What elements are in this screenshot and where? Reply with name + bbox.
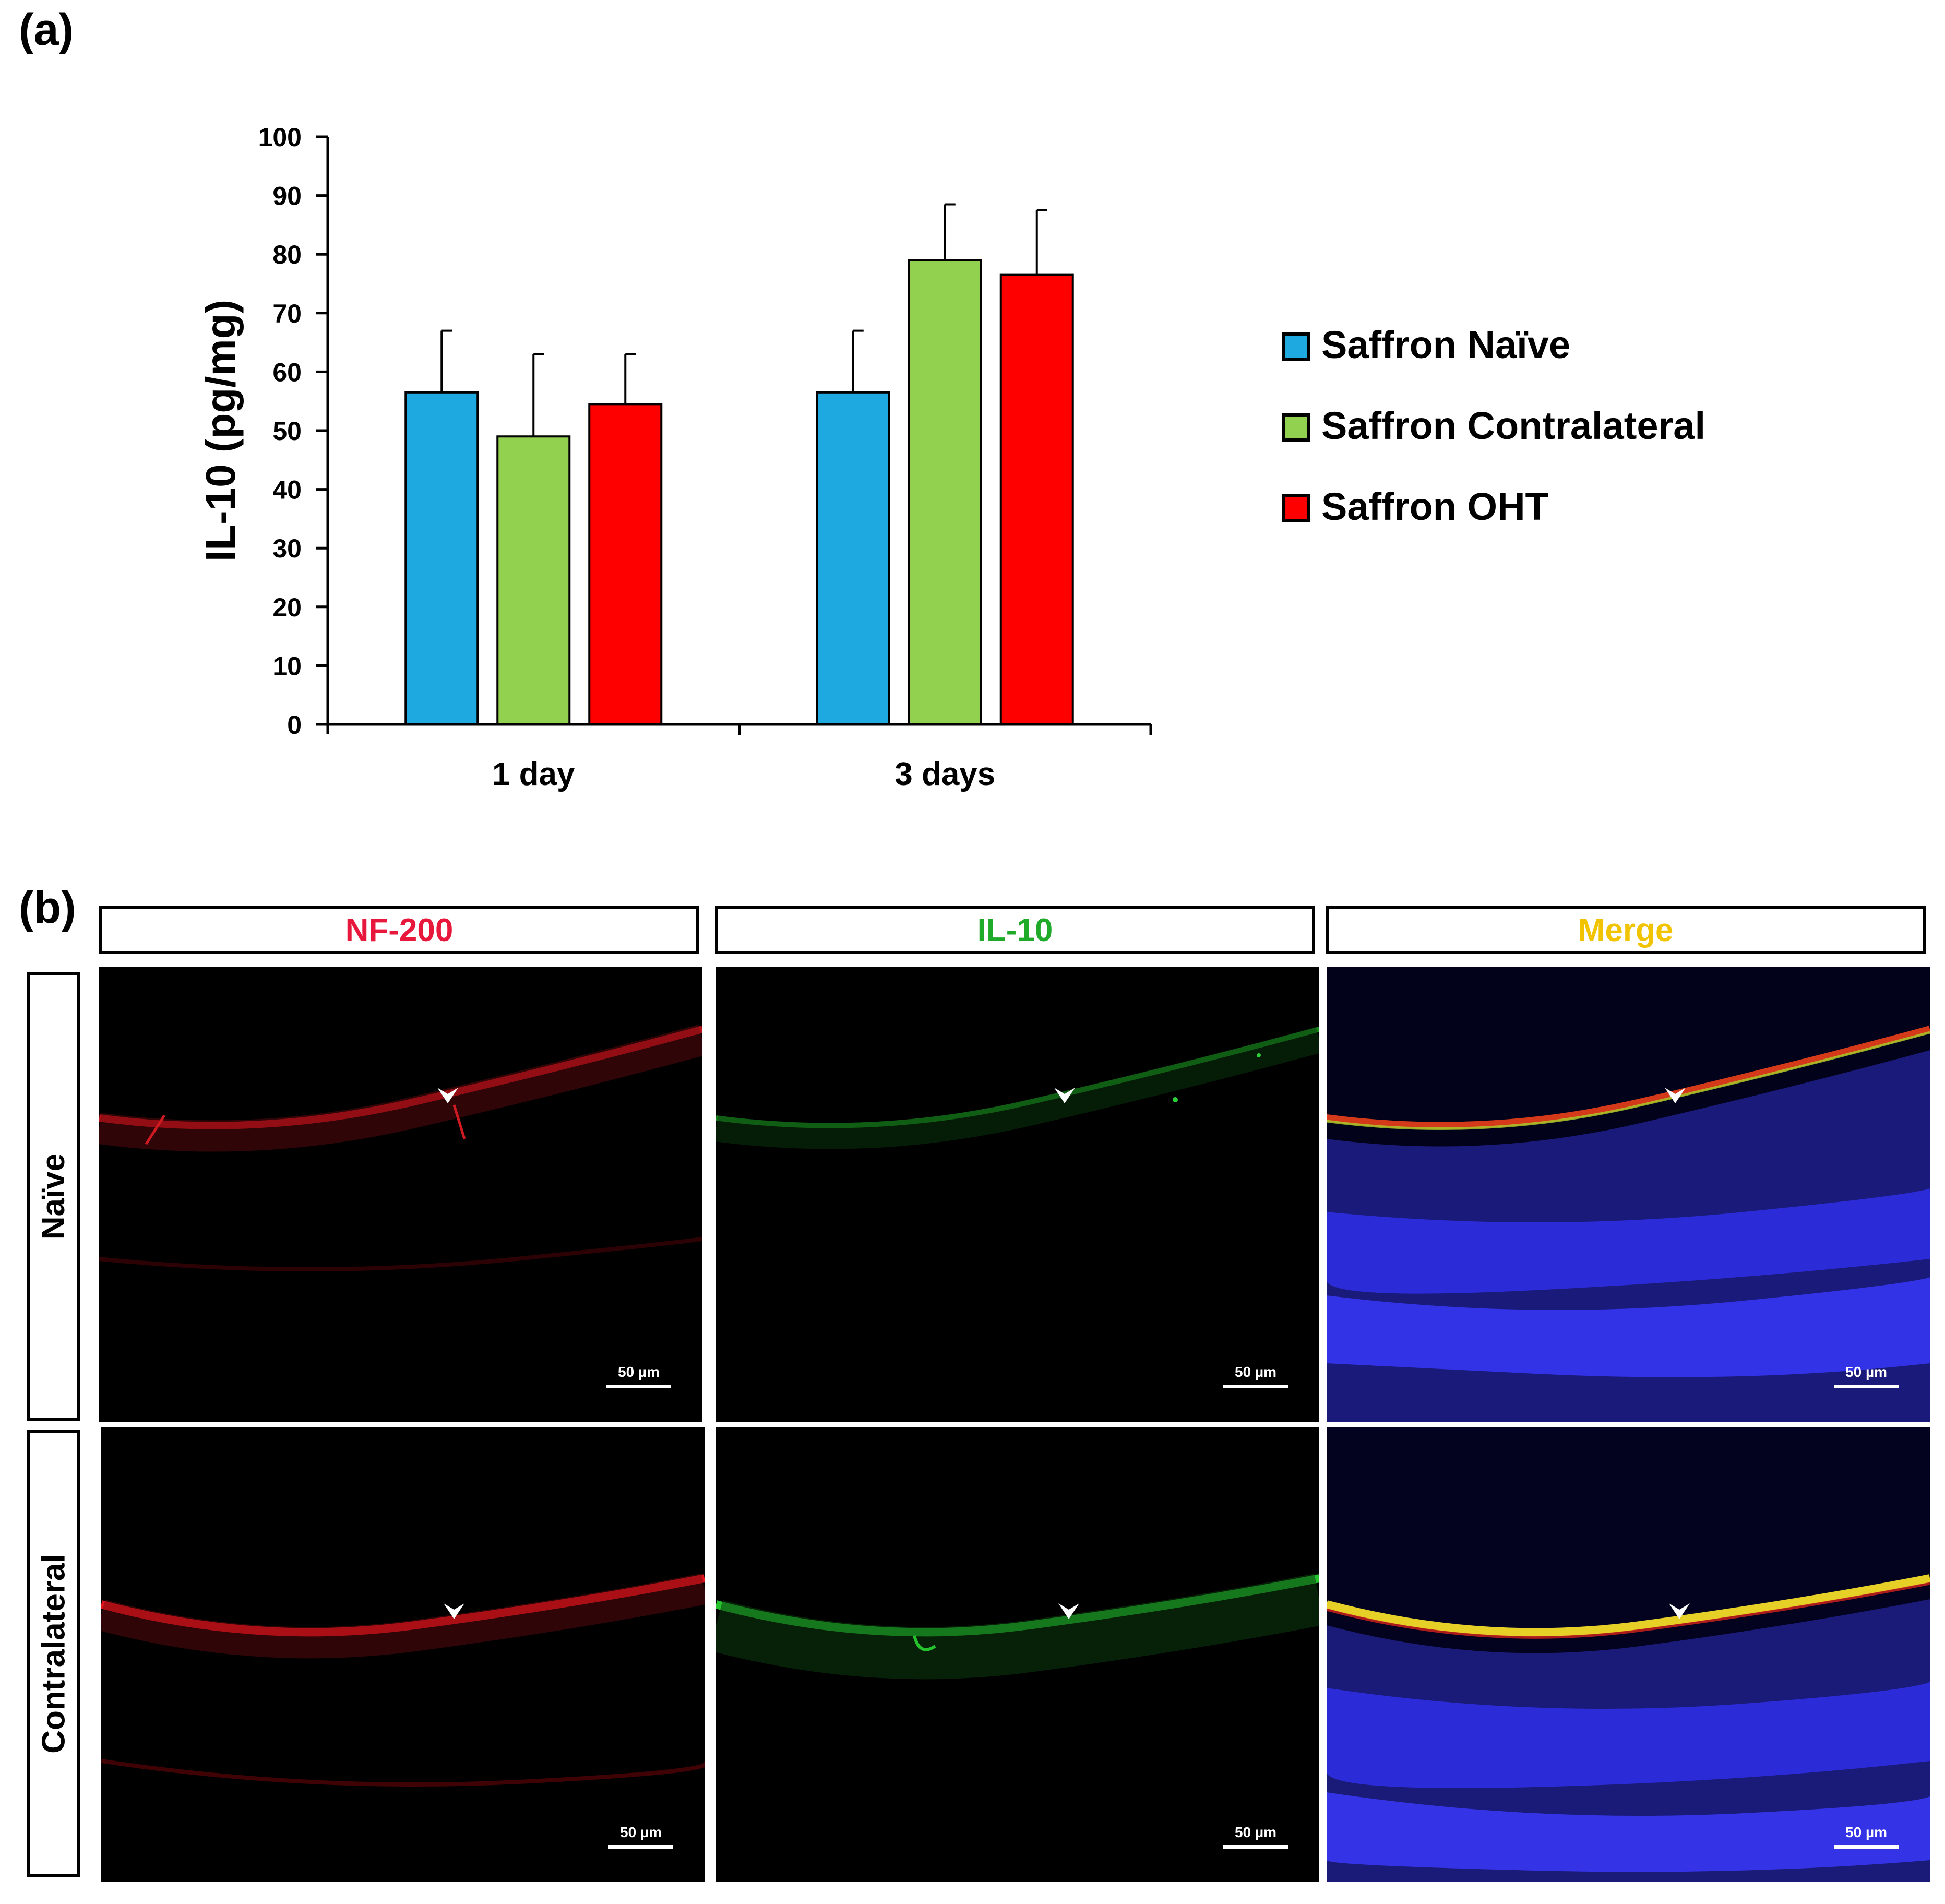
arrowhead-icon	[1669, 1603, 1690, 1619]
scale-bar-label: 50 µm	[620, 1824, 662, 1840]
y-tick-label: 60	[272, 358, 302, 387]
micrograph-naive-nf200: 50 µm	[99, 967, 702, 1422]
column-header-nf200-label: NF-200	[345, 912, 454, 948]
arrowhead-icon	[1054, 1088, 1075, 1103]
row-label-naive: Naïve	[27, 972, 80, 1421]
micrograph-naive-il10-image	[716, 1027, 1319, 1149]
arrowhead-icon	[444, 1603, 464, 1619]
bar-chart: 0 10 20 30 40 50 60 70 80 90 100 IL-10 (pg/mg) 1 day…	[197, 123, 1705, 792]
panel-label-b: (b)	[19, 883, 76, 933]
column-header-il10-label: IL-10	[977, 912, 1053, 948]
arrowhead-icon	[1665, 1088, 1686, 1103]
panel-label-a: (a)	[19, 5, 74, 55]
y-tick-label: 80	[272, 240, 302, 269]
y-tick-label: 100	[258, 123, 302, 152]
legend-label: Saffron Naïve	[1321, 323, 1570, 366]
scale-bar-label: 50 µm	[1845, 1824, 1887, 1840]
row-label-contralateral: Contralateral	[27, 1430, 80, 1877]
micrograph-naive-nf200-image	[99, 1025, 702, 1271]
y-tick-label: 10	[272, 651, 302, 681]
column-header-nf200: NF-200	[99, 906, 699, 954]
bar-saffron-na-ve-0	[404, 391, 479, 725]
arrowhead-icon	[437, 1088, 458, 1103]
scale-bar: 50 µm	[606, 1364, 671, 1388]
scale-bar: 50 µm	[608, 1824, 673, 1849]
bar-saffron-oht-0	[588, 403, 663, 725]
scale-bar-label: 50 µm	[618, 1364, 660, 1380]
micrograph-contralateral-nf200-image	[101, 1573, 705, 1787]
scale-bar: 50 µm	[1223, 1824, 1288, 1849]
micrograph-contralateral-nf200: 50 µm	[101, 1427, 705, 1882]
bar-saffron-na-ve-1	[816, 391, 890, 725]
y-tick-label: 90	[272, 182, 302, 211]
y-axis-label: IL-10 (pg/mg)	[197, 300, 244, 562]
arrowhead-icon	[1058, 1603, 1079, 1619]
scale-bar-label: 50 µm	[1235, 1364, 1276, 1380]
legend-swatch	[1282, 332, 1310, 361]
legend-label: Saffron OHT	[1321, 485, 1549, 528]
legend-swatch	[1282, 494, 1310, 522]
column-header-il10: IL-10	[715, 906, 1315, 954]
scale-bar-label: 50 µm	[1235, 1824, 1276, 1840]
legend-swatch	[1282, 413, 1310, 442]
bar-saffron-oht-1	[999, 273, 1074, 725]
bar-saffron-contralateral-1	[908, 259, 982, 725]
legend-label: Saffron Contralateral	[1321, 404, 1705, 447]
y-tick-label: 20	[272, 593, 302, 622]
micrograph-naive-il10: 50 µm	[716, 967, 1319, 1422]
micrograph-naive-merge-image	[1327, 967, 1930, 1422]
y-tick-label: 70	[272, 299, 302, 328]
scale-bar-label: 50 µm	[1845, 1364, 1887, 1380]
micrograph-contralateral-merge: 50 µm	[1327, 1427, 1930, 1882]
y-tick-label: 50	[272, 416, 302, 446]
y-tick-label: 30	[272, 534, 302, 563]
y-tick-label: 0	[287, 710, 302, 740]
x-tick-label: 3 days	[894, 756, 995, 792]
row-label-contralateral-text: Contralateral	[35, 1553, 72, 1754]
column-header-merge-label: Merge	[1578, 912, 1674, 948]
micrograph-naive-merge: 50 µm	[1327, 967, 1930, 1422]
x-tick-label: 1 day	[492, 756, 575, 792]
micrograph-contralateral-il10-image	[716, 1573, 1319, 1680]
scale-bar: 50 µm	[1834, 1824, 1899, 1849]
micrograph-contralateral-il10: 50 µm	[716, 1427, 1319, 1882]
y-tick-label: 40	[272, 475, 302, 505]
scale-bar: 50 µm	[1834, 1364, 1899, 1388]
micrograph-contralateral-merge-image	[1327, 1427, 1930, 1882]
column-header-merge: Merge	[1326, 906, 1926, 954]
bar-saffron-contralateral-0	[496, 435, 571, 725]
scale-bar: 50 µm	[1223, 1364, 1288, 1388]
row-label-naive-text: Naïve	[35, 1153, 72, 1240]
